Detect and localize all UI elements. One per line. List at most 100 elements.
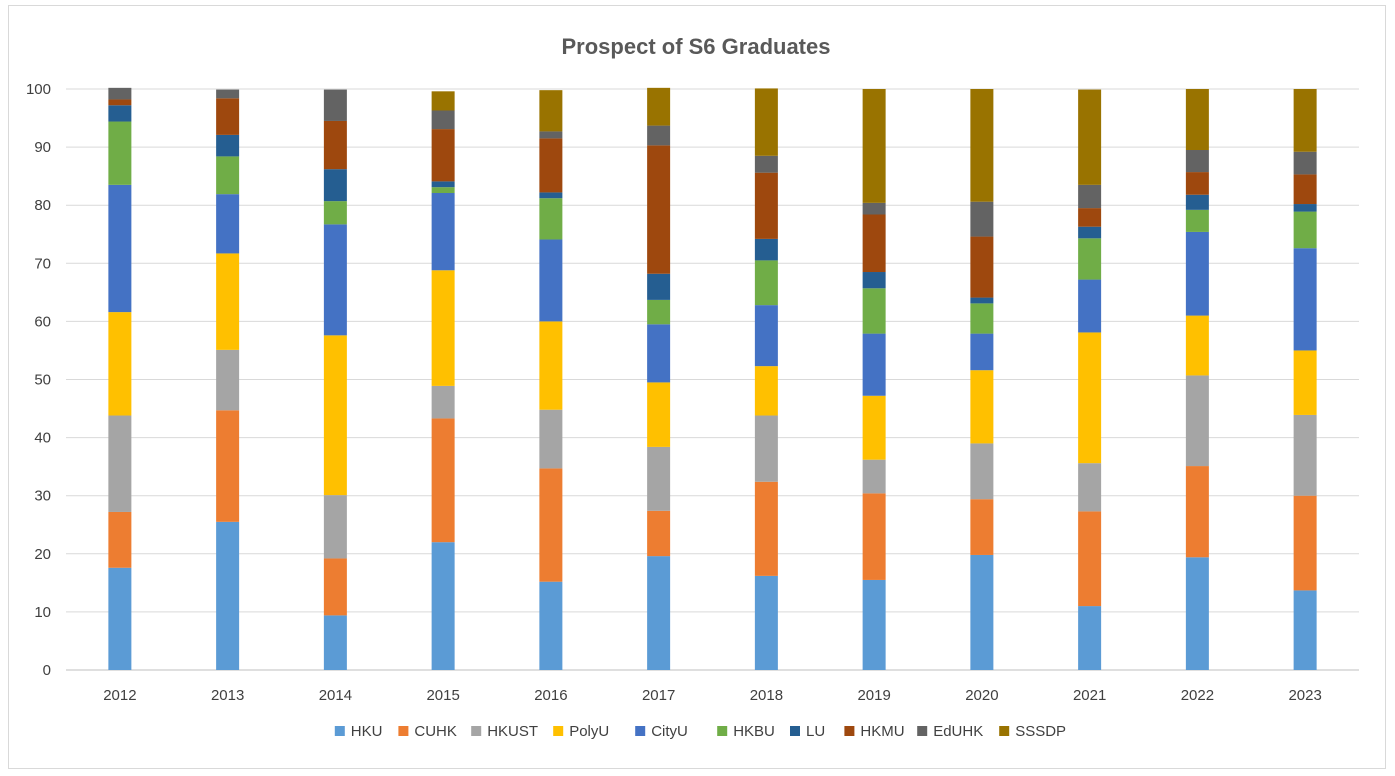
bar-segment-cuhk xyxy=(1185,466,1209,558)
bar-segment-eduhk xyxy=(431,110,455,130)
y-tick-label: 60 xyxy=(34,313,51,330)
bar-segment-hkbu xyxy=(216,156,240,195)
bar-segment-hkmu xyxy=(1078,208,1102,227)
bar-segment-polyu xyxy=(216,253,240,350)
bar-segment-eduhk xyxy=(108,87,132,100)
bar-segment-hku xyxy=(970,554,994,670)
bar-segment-cuhk xyxy=(539,468,563,582)
gridlines xyxy=(66,88,1359,671)
bar-segment-hkbu xyxy=(647,299,671,325)
bar-stack-2017 xyxy=(647,87,671,670)
bar-segment-hkust xyxy=(1185,375,1209,467)
legend-label: HKU xyxy=(351,723,383,740)
bar-stack-2023 xyxy=(1293,89,1317,670)
bar-segment-hku xyxy=(1293,590,1317,670)
x-tick-label: 2020 xyxy=(965,687,998,704)
x-tick-label: 2014 xyxy=(319,687,352,704)
bar-segment-hku xyxy=(862,579,886,670)
legend-swatch xyxy=(635,726,646,736)
bar-segment-cityu xyxy=(431,192,455,271)
legend-swatch xyxy=(398,726,409,736)
bar-segment-eduhk xyxy=(539,131,563,139)
bar-segment-lu xyxy=(647,273,671,300)
legend-swatch xyxy=(917,726,928,736)
bar-segment-hkust xyxy=(323,495,347,559)
bar-segment-lu xyxy=(539,192,563,199)
x-tick-label: 2016 xyxy=(534,687,567,704)
bar-segment-hku xyxy=(647,556,671,670)
legend-label: CUHK xyxy=(414,723,457,740)
bar-segment-cityu xyxy=(1293,248,1317,351)
bar-segment-polyu xyxy=(647,382,671,447)
bar-segment-hkmu xyxy=(431,129,455,182)
bar-stack-2015 xyxy=(431,91,455,670)
bar-segment-cuhk xyxy=(970,499,994,555)
bar-segment-hkust xyxy=(539,409,563,469)
bar-segment-eduhk xyxy=(647,125,671,146)
bar-segment-cuhk xyxy=(216,410,240,522)
bar-segment-hkust xyxy=(1078,463,1102,512)
bar-segment-hkbu xyxy=(108,121,132,185)
bar-segment-hku xyxy=(1185,557,1209,670)
bar-segment-cuhk xyxy=(1293,495,1317,591)
bar-segment-hkbu xyxy=(970,303,994,334)
bar-segment-polyu xyxy=(108,312,132,416)
bar-segment-cityu xyxy=(539,239,563,322)
x-tick-label: 2013 xyxy=(211,687,244,704)
legend-label: LU xyxy=(806,723,825,740)
bar-segment-lu xyxy=(862,272,886,289)
bar-segment-cityu xyxy=(108,184,132,313)
chart-title: Prospect of S6 Graduates xyxy=(562,34,831,59)
bar-segment-eduhk xyxy=(862,202,886,215)
x-tick-label: 2017 xyxy=(642,687,675,704)
bar-segment-hkbu xyxy=(754,260,778,306)
legend-swatch xyxy=(717,726,728,736)
y-tick-label: 100 xyxy=(26,81,51,98)
legend-item-hku: HKU xyxy=(334,723,383,740)
bar-segment-polyu xyxy=(539,321,563,410)
legend-item-hkust: HKUST xyxy=(471,723,538,740)
stacked-bar-chart: Prospect of S6 Graduates 0 10 20 30 40 50 60 70… xyxy=(26,34,1359,740)
bar-segment-hkmu xyxy=(754,172,778,239)
bar-segment-cityu xyxy=(754,305,778,367)
bar-segment-polyu xyxy=(754,366,778,416)
legend-item-sssdp: SSSDP xyxy=(999,723,1066,740)
legend-label: PolyU xyxy=(569,723,609,740)
bar-segment-hku xyxy=(539,581,563,670)
bar-segment-sssdp xyxy=(1293,89,1317,152)
bar-segment-eduhk xyxy=(216,89,240,99)
bar-segment-eduhk xyxy=(1293,151,1317,175)
x-tick-label: 2018 xyxy=(750,687,783,704)
bar-segment-hkust xyxy=(108,415,132,512)
bar-segment-cityu xyxy=(970,333,994,371)
legend-swatch xyxy=(844,726,855,736)
bar-segment-sssdp xyxy=(539,90,563,132)
legend: HKU CUHK HKUST PolyU CityU HKBU LU HKMU EdUHK SSS… xyxy=(334,723,1066,740)
y-tick-label: 50 xyxy=(34,372,51,389)
bar-segment-cuhk xyxy=(323,558,347,616)
bar-segment-sssdp xyxy=(431,91,455,111)
bar-segment-hkust xyxy=(1293,414,1317,496)
bar-segment-hkbu xyxy=(862,288,886,334)
bar-segment-hkmu xyxy=(862,214,886,273)
legend-label: HKUST xyxy=(487,723,538,740)
bars xyxy=(108,87,1317,670)
bar-segment-cuhk xyxy=(1078,511,1102,607)
bar-segment-sssdp xyxy=(862,89,886,203)
legend-item-eduhk: EdUHK xyxy=(917,723,983,740)
bar-segment-polyu xyxy=(862,395,886,460)
bar-segment-cityu xyxy=(1185,231,1209,316)
legend-swatch xyxy=(553,726,564,736)
legend-item-polyu: PolyU xyxy=(553,723,609,740)
y-tick-label: 90 xyxy=(34,139,51,156)
y-axis-ticks: 0 10 20 30 40 50 60 70 80 90 100 xyxy=(26,81,51,679)
bar-segment-sssdp xyxy=(1185,89,1209,151)
bar-segment-hkust xyxy=(970,443,994,500)
bar-segment-sssdp xyxy=(647,87,671,126)
y-tick-label: 10 xyxy=(34,604,51,621)
bar-segment-hkbu xyxy=(1293,211,1317,249)
bar-segment-hku xyxy=(754,575,778,670)
bar-segment-hkbu xyxy=(1185,209,1209,232)
legend-item-hkmu: HKMU xyxy=(844,723,905,740)
bar-stack-2014 xyxy=(323,89,347,670)
